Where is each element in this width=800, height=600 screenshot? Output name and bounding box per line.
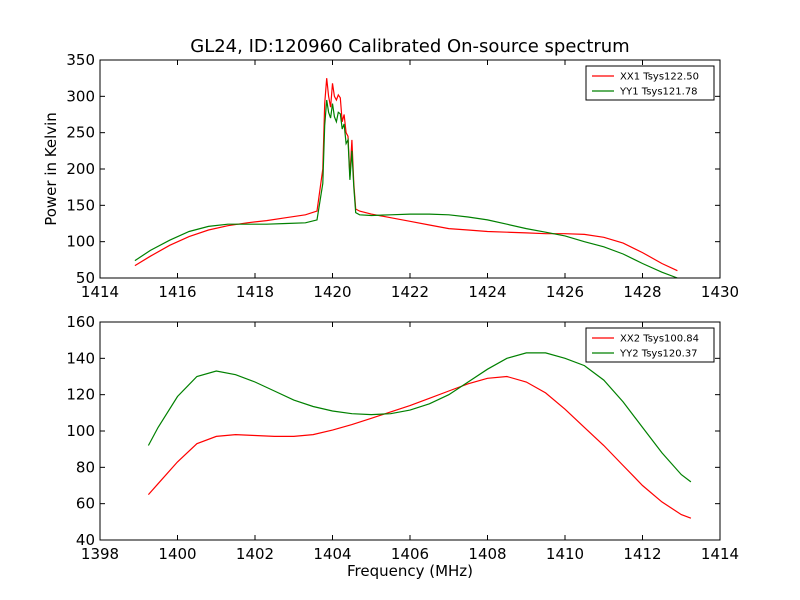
x-tick-label: 1418 [236, 283, 274, 301]
x-tick-label: 1426 [546, 283, 584, 301]
y-tick-label: 40 [76, 531, 95, 549]
x-tick-label: 1400 [158, 545, 196, 563]
series-line-xx1 [134, 78, 678, 272]
y-tick-label: 300 [66, 87, 95, 105]
x-tick-label: 1414 [81, 283, 119, 301]
y-tick-label: 60 [76, 495, 95, 513]
figure-title: GL24, ID:120960 Calibrated On-source spe… [190, 36, 629, 57]
y-tick-label: 250 [66, 124, 95, 142]
top-panel: 1414 1416 1418 1420 1422 1424 1426 1428 1430 50 10… [66, 51, 739, 301]
x-tick-label: 1408 [468, 545, 506, 563]
y-tick-label: 200 [66, 160, 95, 178]
legend-entry-label: YY1 Tsys121.78 [619, 87, 698, 98]
x-tick-label: 1398 [81, 545, 119, 563]
y-tick-label: 50 [76, 269, 95, 287]
legend-box [585, 327, 715, 363]
y-tick-label: 100 [66, 422, 95, 440]
x-tick-label: 1430 [701, 283, 739, 301]
x-tick-label: 1422 [391, 283, 429, 301]
legend-box [585, 65, 715, 101]
legend-entry-label: YY2 Tsys120.37 [619, 349, 698, 360]
x-tick-label: 1404 [313, 545, 351, 563]
y-tick-label: 80 [76, 458, 95, 476]
x-tick-label: 1412 [623, 545, 661, 563]
y-tick-label: 100 [66, 233, 95, 251]
y-tick-label: 350 [66, 51, 95, 69]
legend-entry-label: XX1 Tsys122.50 [620, 72, 699, 83]
x-tick-label: 1416 [158, 283, 196, 301]
y-tick-label: 160 [66, 313, 95, 331]
x-axis-label: Frequency (MHz) [347, 562, 473, 580]
x-tick-label: 1428 [623, 283, 661, 301]
x-tick-label: 1410 [546, 545, 584, 563]
series-line-yy2 [147, 352, 692, 483]
series-line-xx2 [147, 375, 692, 519]
y-tick-label: 120 [66, 386, 95, 404]
legend-entry-label: XX2 Tsys100.84 [620, 334, 699, 345]
series-line-yy1 [134, 99, 678, 278]
x-tick-label: 1406 [391, 545, 429, 563]
y-axis-label: Power in Kelvin [42, 112, 60, 226]
x-tick-label: 1424 [468, 283, 506, 301]
y-tick-label: 150 [66, 196, 95, 214]
y-tick-label: 140 [66, 349, 95, 367]
x-tick-label: 1420 [313, 283, 351, 301]
x-tick-label: 1402 [236, 545, 274, 563]
x-tick-label: 1414 [701, 545, 739, 563]
bottom-panel: 1398 1400 1402 1404 1406 1408 1410 1412 1414 40 60… [66, 313, 739, 563]
